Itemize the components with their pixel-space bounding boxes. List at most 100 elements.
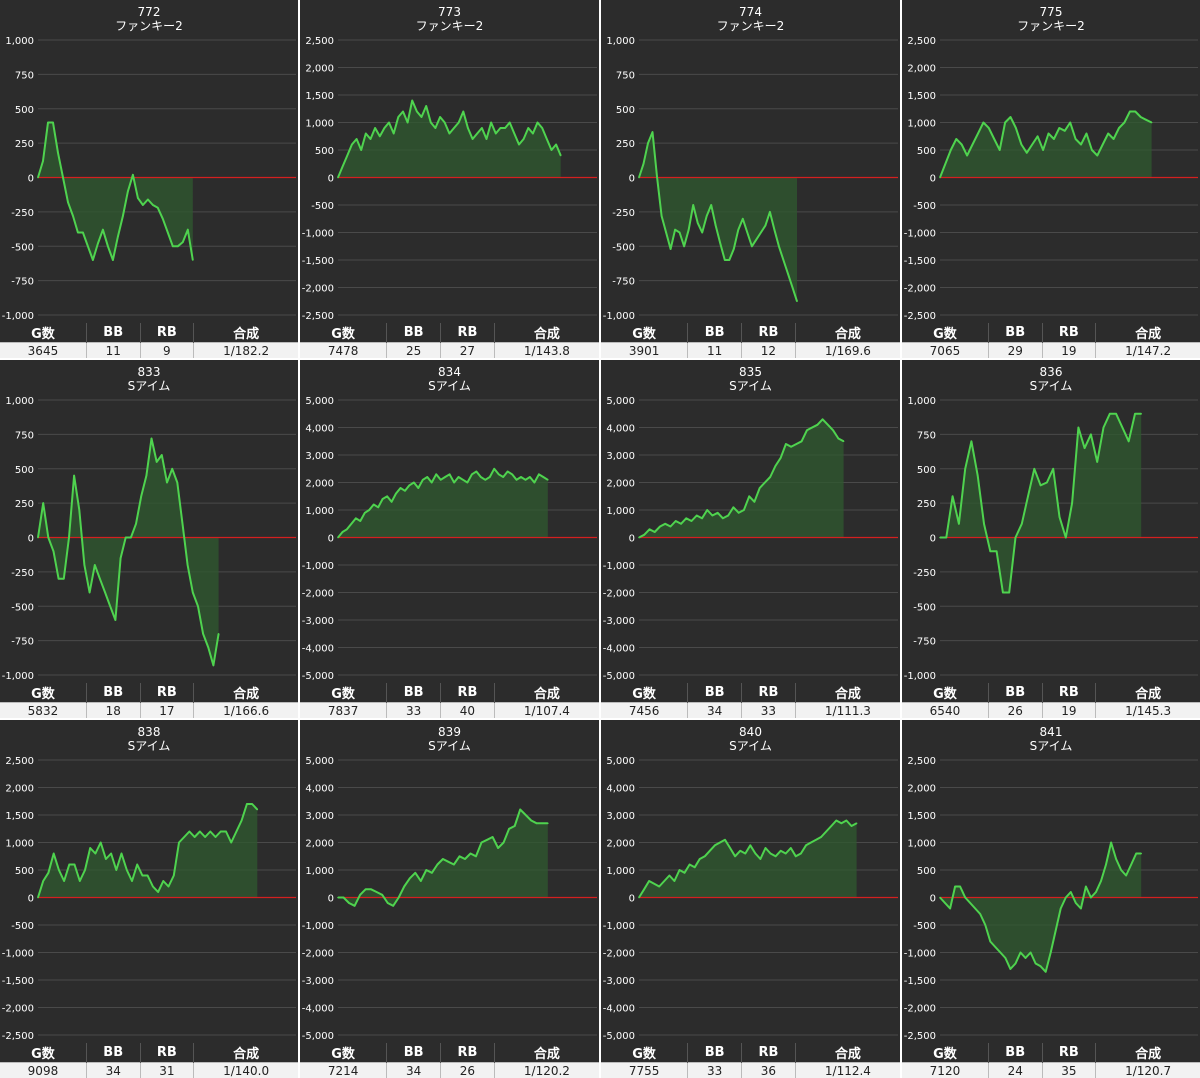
data-point	[99, 841, 102, 844]
data-point	[484, 479, 487, 481]
data-point	[1058, 516, 1061, 518]
data-point	[497, 847, 499, 849]
series-area	[639, 419, 844, 538]
data-point	[1085, 885, 1087, 888]
data-point	[983, 523, 985, 525]
stats-table: G数 BB RB 合成 9098 34 31 1/140.0	[0, 1043, 298, 1078]
stats-value: 1/147.2	[1095, 342, 1200, 358]
data-point	[971, 143, 974, 146]
chart-panel-836: 836 Sアイム -1,000 -750 -500 -250 0 250 500 750 1,000…	[902, 360, 1200, 718]
data-point	[969, 902, 971, 904]
stats-header: 合成	[795, 683, 900, 703]
data-point	[140, 495, 142, 498]
data-point	[530, 819, 532, 822]
data-point	[105, 858, 107, 860]
data-point	[955, 138, 958, 140]
data-point	[341, 165, 344, 168]
data-point	[141, 874, 144, 877]
data-point	[1134, 413, 1136, 415]
data-point	[1008, 591, 1010, 594]
data-point	[78, 509, 81, 511]
data-point	[728, 259, 731, 261]
y-tick-label: -2,500	[904, 1031, 936, 1042]
data-point	[519, 808, 521, 811]
data-point	[638, 176, 640, 179]
y-tick-label: -2,000	[302, 949, 334, 960]
data-point	[402, 110, 404, 113]
data-point	[821, 418, 824, 421]
chart-svg: -1,000 -750 -500 -250 0 250 500 750 1,000	[2, 396, 296, 682]
stats-header: BB	[988, 683, 1043, 703]
data-point	[791, 286, 794, 289]
stats-header: G数	[0, 323, 87, 343]
y-tick-label: -500	[11, 602, 34, 613]
data-point	[57, 152, 59, 154]
y-tick-label: -500	[612, 242, 635, 253]
stats-value: 1/182.2	[193, 342, 298, 358]
data-point	[970, 440, 973, 443]
data-point	[497, 473, 500, 476]
stats-value: 33	[741, 702, 796, 718]
data-point	[369, 138, 372, 140]
data-point	[364, 512, 366, 514]
y-tick-label: 500	[917, 465, 936, 476]
data-point	[146, 874, 149, 877]
y-tick-label: -2,000	[302, 284, 334, 295]
data-point	[1105, 863, 1107, 866]
data-point	[1064, 130, 1066, 132]
y-tick-label: 0	[328, 894, 334, 905]
data-point	[1118, 127, 1120, 129]
data-point	[79, 880, 81, 882]
series-area	[639, 132, 797, 302]
y-tick-label: -1,000	[603, 921, 635, 932]
data-point	[842, 440, 845, 443]
data-point	[782, 259, 785, 261]
machine-number: 841	[1039, 725, 1063, 739]
chart-panel-775: 775 ファンキー2 -2,500 -2,000 -1,500 -1,000 -500 0 50…	[902, 0, 1200, 358]
y-tick-label: 1,500	[5, 811, 34, 822]
data-point	[964, 896, 966, 899]
data-point	[161, 454, 163, 456]
data-point	[1036, 135, 1039, 138]
data-point	[522, 138, 525, 140]
data-point	[439, 479, 442, 481]
y-tick-label: -5,000	[603, 671, 635, 682]
stats-value: 1/169.6	[795, 342, 900, 358]
y-tick-label: -1,000	[904, 229, 936, 240]
data-point	[246, 803, 248, 805]
data-point	[439, 116, 441, 118]
stats-value: 1/120.2	[494, 1062, 599, 1078]
stats-header: 合成	[1095, 323, 1200, 343]
data-point	[166, 481, 168, 484]
data-point	[136, 863, 138, 866]
stats-value: 5832	[0, 702, 87, 718]
data-point	[520, 476, 522, 478]
y-tick-label: 1,000	[5, 396, 34, 407]
stats-header: G数	[0, 1043, 87, 1063]
machine-number: 838	[137, 725, 161, 739]
data-point	[778, 245, 780, 248]
y-tick-label: -500	[311, 201, 334, 212]
data-point	[993, 138, 995, 140]
y-tick-label: -250	[11, 208, 34, 219]
data-point	[63, 880, 65, 882]
data-point	[711, 514, 714, 517]
stats-header: RB	[140, 1043, 195, 1063]
data-point	[658, 885, 660, 888]
data-point	[1145, 119, 1147, 121]
chart-panel-833: 833 Sアイム -1,000 -750 -500 -250 0 250 500 750 1,000…	[0, 360, 298, 718]
data-point	[710, 204, 712, 206]
data-point	[443, 121, 446, 124]
data-point	[192, 591, 194, 594]
y-tick-label: 4,000	[606, 424, 635, 435]
data-point	[779, 457, 782, 459]
data-point	[734, 855, 736, 858]
data-point	[753, 501, 756, 503]
data-point	[434, 127, 437, 129]
data-point	[192, 259, 194, 261]
y-tick-label: -2,000	[603, 589, 635, 600]
stats-header: G数	[300, 1043, 388, 1063]
data-point	[491, 836, 494, 838]
y-tick-label: 0	[930, 174, 936, 185]
data-point	[659, 525, 661, 528]
